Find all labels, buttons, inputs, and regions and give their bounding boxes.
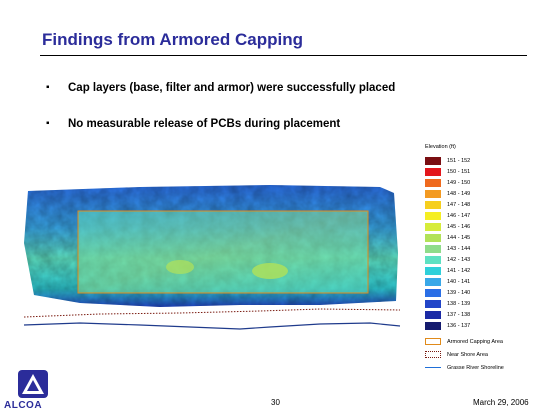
- logo-wordmark: ALCOA: [4, 400, 43, 411]
- legend-title: Elevation (ft): [425, 144, 456, 150]
- legend-row: 138 - 139: [425, 298, 545, 309]
- legend-label: 148 - 149: [447, 190, 471, 197]
- alcoa-logo-icon: [18, 370, 48, 398]
- legend-row: 136 - 137: [425, 320, 545, 331]
- legend-swatch: [425, 222, 441, 231]
- legend-label: 136 - 137: [447, 322, 471, 329]
- slide-title: Findings from Armored Capping: [42, 30, 303, 49]
- legend-swatch: [425, 178, 441, 187]
- legend-swatch: [425, 321, 441, 330]
- legend-swatch: [425, 156, 441, 165]
- shoreline: [23, 322, 401, 330]
- legend-symbol: [425, 338, 441, 345]
- bullet-marker: ▪: [46, 82, 50, 93]
- legend-label: 137 - 138: [447, 311, 471, 318]
- legend-label: 140 - 141: [447, 278, 471, 285]
- legend-row: 145 - 146: [425, 221, 545, 232]
- legend-label: 149 - 150: [447, 179, 471, 186]
- cap-high-spot: [166, 260, 194, 274]
- legend-symbol: [425, 367, 441, 368]
- legend-label: Near Shore Area: [447, 351, 488, 358]
- map-legend: Elevation (ft) 151 - 152 150 - 151 149 - 1…: [425, 143, 545, 374]
- legend-bins: 151 - 152 150 - 151 149 - 150 148 - 149 147 …: [425, 155, 545, 331]
- legend-swatch: [425, 266, 441, 275]
- bullet-text: No measurable release of PCBs during pla…: [68, 118, 341, 130]
- legend-symbol: [425, 351, 441, 358]
- legend-label: 144 - 145: [447, 234, 471, 241]
- legend-label: 143 - 144: [447, 245, 471, 252]
- legend-row: Armored Capping Area: [425, 335, 545, 348]
- legend-label: 139 - 140: [447, 289, 471, 296]
- cap-high-spot: [252, 263, 288, 279]
- legend-row: 147 - 148: [425, 199, 545, 210]
- legend-label: 142 - 143: [447, 256, 471, 263]
- bullet-list: ▪ Cap layers (base, filter and armor) we…: [46, 82, 395, 154]
- title-divider: [40, 55, 527, 56]
- legend-row: 137 - 138: [425, 309, 545, 320]
- armored-capping-area-outline: [77, 210, 369, 294]
- legend-row: 151 - 152: [425, 155, 545, 166]
- legend-label: Grasse River Shoreline: [447, 364, 504, 371]
- legend-label: 138 - 139: [447, 300, 471, 307]
- legend-row: Near Shore Area: [425, 348, 545, 361]
- legend-label: Armored Capping Area: [447, 338, 503, 345]
- legend-swatch: [425, 288, 441, 297]
- legend-swatch: [425, 189, 441, 198]
- legend-label: 146 - 147: [447, 212, 471, 219]
- legend-swatch: [425, 233, 441, 242]
- legend-label: 145 - 146: [447, 223, 471, 230]
- legend-row: 139 - 140: [425, 287, 545, 298]
- bullet-item: ▪ No measurable release of PCBs during p…: [46, 118, 395, 135]
- legend-swatch: [425, 211, 441, 220]
- legend-row: Grasse River Shoreline: [425, 361, 545, 374]
- legend-label: 151 - 152: [447, 157, 471, 164]
- legend-row: 142 - 143: [425, 254, 545, 265]
- legend-swatch: [425, 200, 441, 209]
- bullet-item: ▪ Cap layers (base, filter and armor) we…: [46, 82, 395, 99]
- legend-swatch: [425, 299, 441, 308]
- legend-swatch: [425, 167, 441, 176]
- legend-swatch: [425, 244, 441, 253]
- cap-area-fill: [78, 211, 368, 293]
- slide-date: March 29, 2006: [473, 398, 529, 407]
- legend-swatch: [425, 277, 441, 286]
- legend-row: 143 - 144: [425, 243, 545, 254]
- legend-row: 140 - 141: [425, 276, 545, 287]
- legend-label: 150 - 151: [447, 168, 471, 175]
- legend-row: 141 - 142: [425, 265, 545, 276]
- legend-row: 149 - 150: [425, 177, 545, 188]
- legend-swatch: [425, 255, 441, 264]
- page-number: 30: [271, 398, 280, 407]
- elevation-map: [23, 185, 401, 330]
- near-shore-boundary: [23, 308, 401, 318]
- legend-row: 144 - 145: [425, 232, 545, 243]
- bullet-text: Cap layers (base, filter and armor) were…: [68, 82, 396, 94]
- legend-row: 146 - 147: [425, 210, 545, 221]
- bullet-marker: ▪: [46, 118, 50, 129]
- legend-label: 141 - 142: [447, 267, 471, 274]
- legend-row: 150 - 151: [425, 166, 545, 177]
- legend-symbols: Armored Capping Area Near Shore Area Grass…: [425, 335, 545, 374]
- legend-swatch: [425, 310, 441, 319]
- legend-label: 147 - 148: [447, 201, 471, 208]
- legend-row: 148 - 149: [425, 188, 545, 199]
